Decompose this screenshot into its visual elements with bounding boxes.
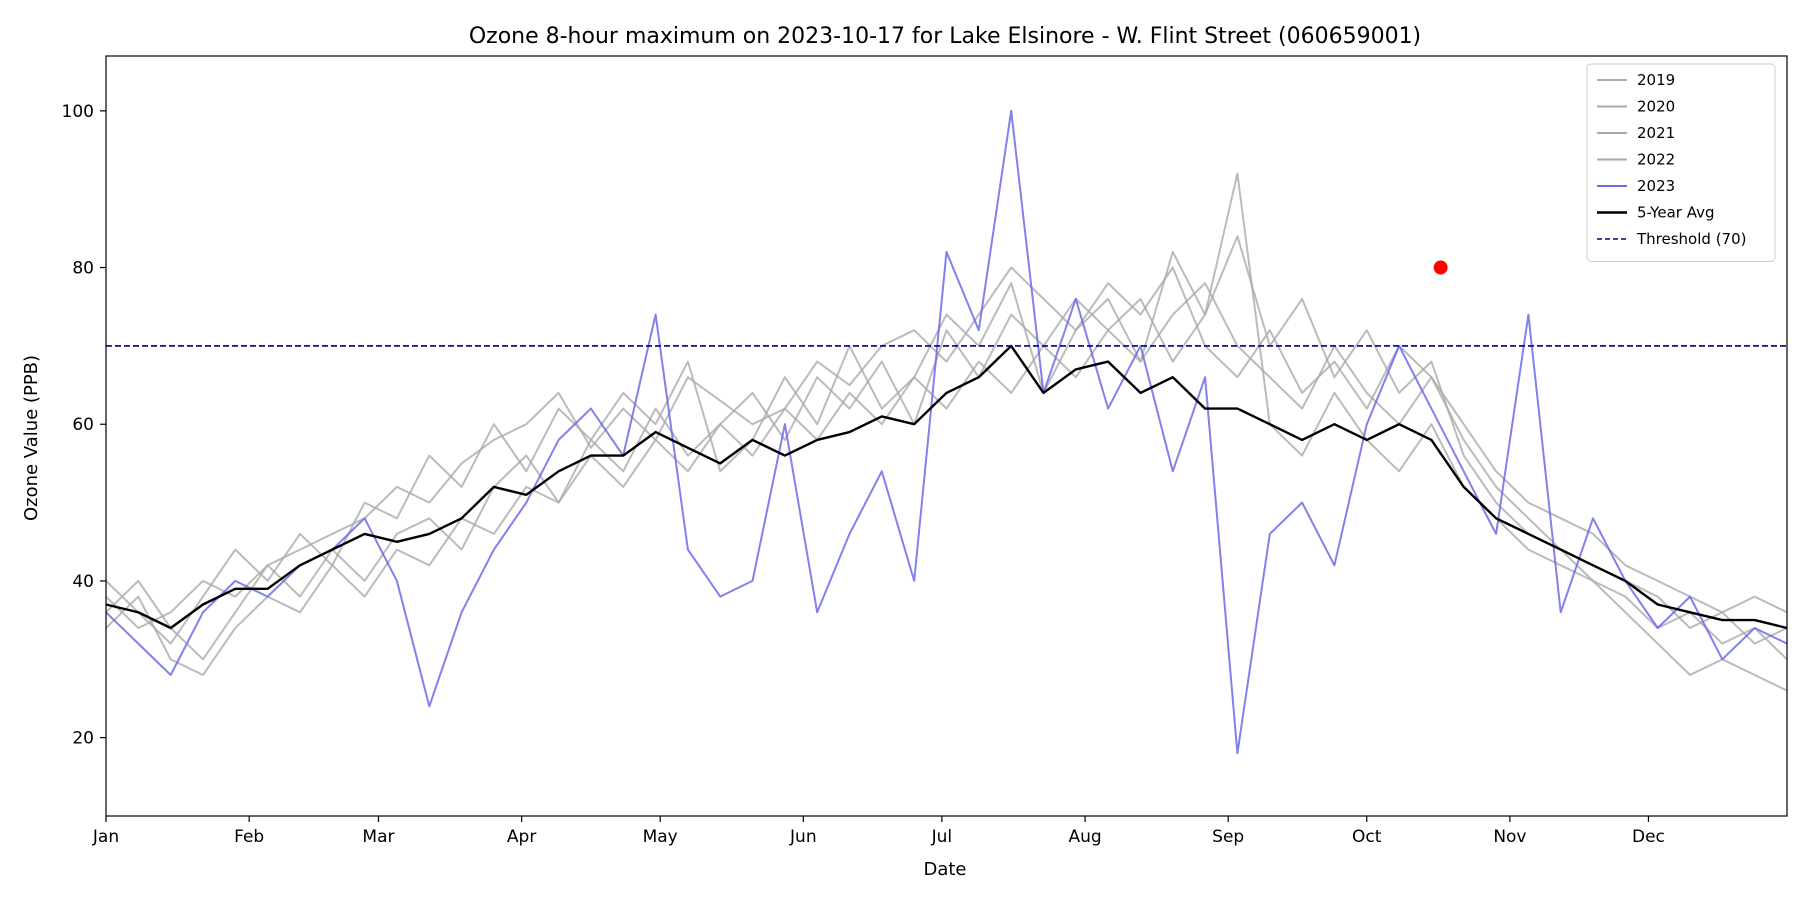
legend-entry-label: 2019 [1637,71,1675,89]
chart-title: Ozone 8-hour maximum on 2023-10-17 for L… [469,24,1421,49]
x-tick-label: Sep [1212,827,1244,847]
legend-box [1586,63,1776,262]
x-tick-label: Feb [234,827,264,847]
legend-entry-label: 2022 [1637,151,1675,169]
x-axis-label: Date [923,859,966,880]
x-tick-label: Jun [789,827,817,847]
y-tick-label: 20 [72,729,94,749]
x-tick-label: May [643,827,678,847]
legend: 2019 2020 2021 2022 2023 5-Year Avg Threshold … [1586,63,1776,262]
legend-entry-label: 2021 [1637,124,1675,142]
y-tick-label: 60 [72,415,94,435]
legend-entry-label: 2023 [1637,177,1675,195]
series-line-2023 [105,109,1788,755]
legend-entry-label: 2020 [1637,98,1675,116]
series-line-2021 [105,282,1788,661]
x-axis: Jan Feb Mar Apr May Jun Jul Aug Sep Oct Nov Dec [92,816,1665,847]
legend-entry-label: Threshold (70) [1636,230,1746,248]
legend-entry-label: 5-Year Avg [1637,204,1714,222]
y-tick-label: 80 [72,259,94,279]
x-tick-label: Aug [1068,827,1101,847]
x-tick-label: Nov [1493,827,1526,847]
y-axis: 20 40 60 80 100 [62,102,106,749]
series-line-2019 [105,266,1788,629]
series-line-2022 [105,172,1788,692]
plot-frame [105,55,1788,817]
plot-area [105,55,1788,817]
x-tick-label: Dec [1632,827,1665,847]
series-line-2020 [105,235,1788,661]
y-axis-label: Ozone Value (PPB) [21,355,42,521]
y-tick-label: 40 [72,572,94,592]
x-tick-label: Jul [931,827,953,847]
x-tick-label: Mar [362,827,394,847]
y-tick-label: 100 [62,102,94,122]
x-tick-label: Jan [92,827,119,847]
x-tick-label: Apr [507,827,536,847]
highlight-point [1433,260,1448,275]
x-tick-label: Oct [1352,827,1382,847]
series-line-5-year-avg [105,344,1788,630]
